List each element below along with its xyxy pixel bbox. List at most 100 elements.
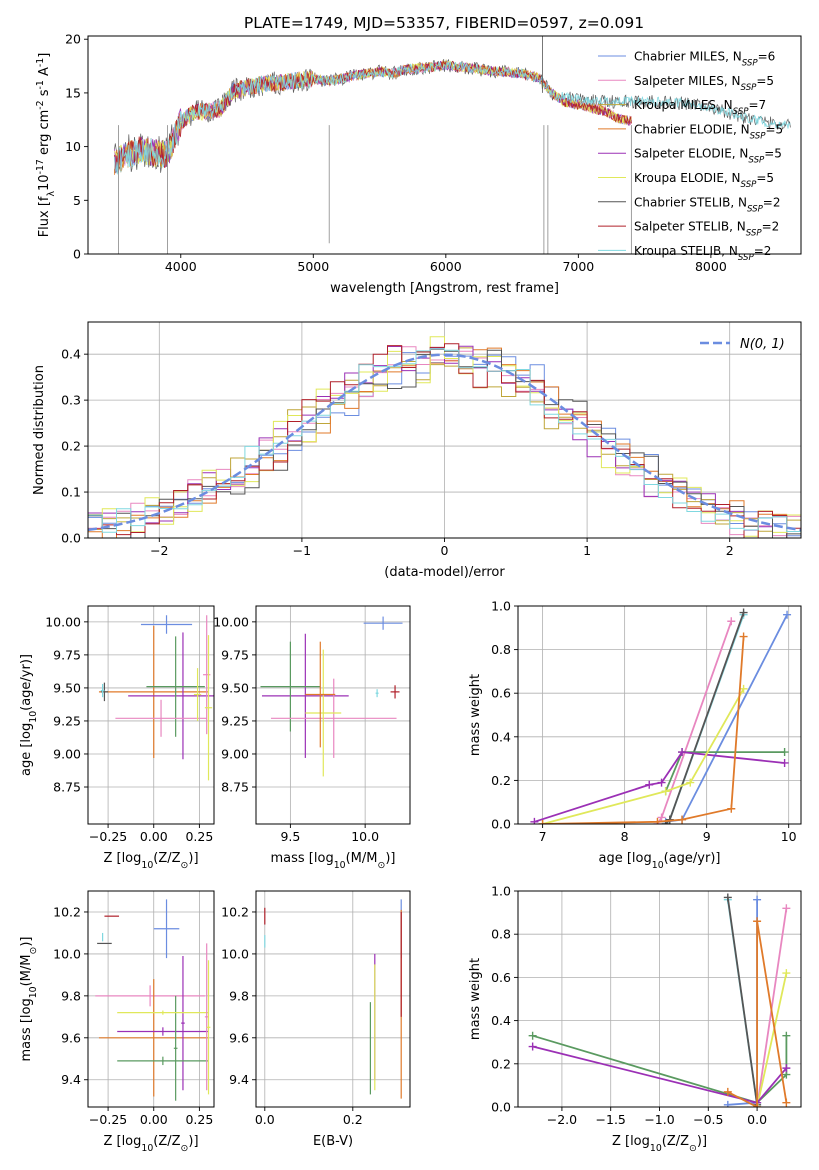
x-tick-label: 0.25 [185, 1112, 213, 1127]
y-tick-label: 0.6 [491, 686, 511, 701]
weight-marker [739, 684, 748, 693]
y-tick-label: 0.6 [491, 970, 511, 985]
y-tick-label: 0.0 [491, 817, 511, 832]
x-tick-label: 0.2 [343, 1112, 363, 1127]
legend-label: Salpeter ELODIE, NSSP=5 [634, 147, 782, 166]
errorbar-point [95, 985, 205, 1007]
y-tick-label: 9.50 [53, 680, 81, 695]
errorbar-point [117, 1010, 209, 1015]
y-tick-label: 10.2 [53, 904, 81, 919]
errorbar-point [146, 636, 205, 737]
x-axis-label: wavelength [Angstrom, rest frame] [330, 281, 559, 296]
weight-marker [782, 904, 791, 913]
panel-mass-vs-Z: −0.25 0.00 0.25 9.4 9.6 9.8 10.0 10.2 Z [log10(Z… [19, 890, 215, 1154]
weight-marker [528, 1042, 537, 1051]
errorbar-point [100, 682, 109, 702]
plot-area [528, 893, 791, 1107]
panel-weight-vs-age: 7 8 9 10 0.0 0.2 0.4 0.6 0.8 1.0 age [log10(age/yr… [468, 599, 802, 871]
plot-area [88, 336, 801, 538]
weight-marker [780, 748, 789, 757]
errorbar-point [115, 699, 207, 737]
y-tick-label: 8.75 [53, 780, 81, 795]
weight-series-4 [756, 972, 788, 1107]
panel-weight-vs-Z: −2.0 −1.5 −1.0 −0.5 0.0 0.0 0.2 0.4 0.6 0.8 1.0 Z [… [468, 884, 802, 1154]
y-tick-label: 9.00 [53, 746, 81, 761]
x-tick-label: 1 [583, 543, 591, 558]
legend-label: Kroupa ELODIE, NSSP=5 [634, 171, 774, 190]
x-tick-label: 7 [539, 829, 547, 844]
x-axis-label: Z [log10(Z/Z⊙)] [103, 851, 198, 871]
x-axis-label: Z [log10(Z/Z⊙)] [612, 1134, 707, 1154]
panel-age-vs-mass: 9.5 10.0 8.75 9.00 9.25 9.50 9.75 10.00 mass [lo… [213, 605, 411, 871]
weight-marker [780, 758, 789, 767]
y-tick-label: 9.8 [229, 988, 249, 1003]
y-tick-label: 9.75 [53, 647, 81, 662]
errorbar-point [206, 960, 211, 1095]
y-tick-label: 9.4 [61, 1072, 81, 1087]
y-tick-label: 10.0 [53, 946, 81, 961]
weight-marker [723, 893, 732, 902]
errorbar-point [375, 689, 379, 698]
x-tick-label: 0.00 [140, 1112, 168, 1127]
errorbar-point [305, 641, 336, 748]
axes-frame [255, 605, 411, 825]
errorbar-point [100, 683, 105, 698]
y-tick-label: 0.3 [61, 393, 81, 408]
weight-marker [783, 610, 792, 619]
weight-marker [653, 817, 662, 824]
y-tick-label: 9.8 [61, 988, 81, 1003]
x-tick-label: −1.0 [644, 1112, 674, 1127]
weight-marker [723, 1100, 732, 1107]
histogram-series-8 [88, 348, 801, 533]
plot-area [114, 36, 791, 254]
histogram-series-7 [88, 343, 801, 538]
weight-marker [782, 1098, 791, 1107]
y-tick-label: 8.75 [221, 780, 249, 795]
y-tick-label: 0.2 [61, 439, 81, 454]
weight-marker [661, 787, 670, 796]
y-tick-label: 0.8 [491, 642, 511, 657]
x-tick-label: 10.0 [351, 829, 379, 844]
errorbar-point [203, 615, 211, 735]
x-tick-label: 0 [441, 543, 449, 558]
errorbar-point [128, 632, 214, 760]
x-tick-label: 9.5 [280, 829, 300, 844]
weight-series-7 [727, 921, 788, 1107]
x-tick-label: 0.25 [185, 829, 213, 844]
weight-marker [739, 608, 748, 617]
weight-marker [657, 813, 666, 822]
errorbar-point [140, 615, 193, 634]
x-tick-label: 8 [621, 829, 629, 844]
axes-frame [87, 890, 215, 1108]
legend-label: Kroupa STELIB, NSSP=2 [634, 244, 771, 263]
weight-marker [753, 917, 762, 926]
weight-marker [739, 632, 748, 641]
weight-marker [528, 1031, 537, 1040]
legend-label: Chabrier ELODIE, NSSP=5 [634, 122, 783, 141]
panel-residuals: −2 −1 0 1 2 0.0 0.1 0.2 0.3 0.4 (data-model)/error… [32, 321, 802, 580]
x-tick-label: −1.5 [596, 1112, 626, 1127]
y-axis-label: Normed distribution [32, 365, 47, 495]
x-tick-label: 7000 [562, 259, 594, 274]
y-tick-label: 9.00 [221, 746, 249, 761]
x-tick-label: 0.0 [747, 1112, 767, 1127]
y-axis-label: mass weight [468, 958, 483, 1040]
y-tick-label: 10.0 [221, 946, 249, 961]
x-tick-label: 8000 [695, 259, 727, 274]
weight-marker [678, 748, 687, 757]
y-axis-label: mass [log10(M/M⊙)] [19, 937, 39, 1062]
axes-frame [87, 35, 802, 255]
spectrum-line-7 [114, 60, 632, 173]
x-tick-label: −0.25 [89, 829, 127, 844]
plot-area [264, 899, 402, 1099]
y-tick-label: 15 [65, 85, 81, 100]
weight-marker [645, 780, 654, 789]
errorbar-point [204, 943, 209, 1091]
x-tick-label: 0.00 [140, 829, 168, 844]
legend-label: Chabrier MILES, NSSP=6 [634, 50, 775, 69]
plot-area [530, 608, 792, 824]
x-tick-label: 6000 [430, 259, 462, 274]
y-tick-label: 9.25 [221, 713, 249, 728]
weight-series-5 [532, 1034, 788, 1104]
y-tick-label: 0.0 [61, 531, 81, 546]
